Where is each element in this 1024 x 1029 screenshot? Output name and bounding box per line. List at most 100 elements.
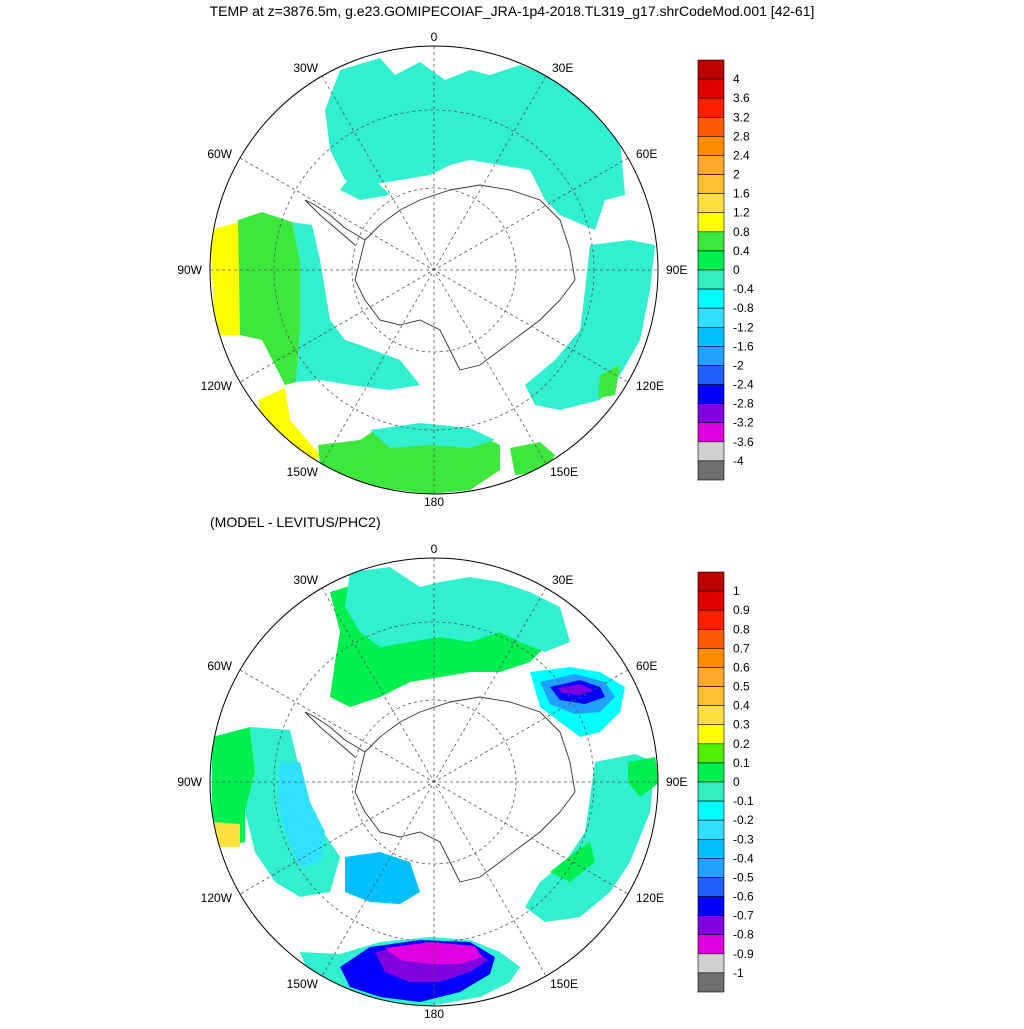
lon2-label-30w: 30W (293, 573, 318, 587)
colorbar-bottom-swatch (697, 953, 725, 974)
colorbar-top-swatch (697, 307, 725, 328)
lon2-label-90e: 90E (666, 775, 687, 789)
colorbar-bottom-swatch (697, 781, 725, 802)
field-green-west (238, 212, 300, 385)
colorbar-top-label: -1.2 (733, 320, 754, 334)
field-cyan-east (525, 240, 655, 410)
antarctic-peninsula-top (304, 199, 366, 246)
colorbar-top-label: -3.6 (733, 435, 754, 449)
colorbar-top-swatch (697, 136, 725, 156)
map-panel-difference: 0 30E 60E 90E 120E 150E 180 150W 120W 90… (0, 512, 1024, 1024)
lon2-label-30e: 30E (552, 573, 573, 587)
colorbar-bottom-label: -0.8 (733, 928, 754, 942)
colorbar-top-label: -0.4 (733, 282, 754, 296)
lon-label-90w: 90W (177, 263, 202, 277)
colorbar-bottom-swatch (697, 838, 725, 859)
lon-label-150e: 150E (550, 465, 578, 479)
field2-purple-60e (558, 684, 593, 695)
map-svg-top: 0 30E 60E 90E 120E 150E 180 150W 120W 90… (177, 30, 754, 509)
colorbar-top-label: 1.6 (733, 187, 750, 201)
lon2-label-90w: 90W (177, 775, 202, 789)
field-cyan-west (292, 222, 420, 390)
field2-green-east (550, 842, 595, 882)
colorbar-bottom-swatch (697, 724, 725, 745)
colorbar-top-label: 2.8 (733, 129, 750, 143)
field-green-150e (510, 442, 555, 475)
lon-label-120w: 120W (201, 379, 233, 393)
field-cyan-south (370, 423, 495, 448)
colorbar-top-label: 2 (733, 168, 740, 182)
map-boundary-top (209, 45, 659, 495)
map-svg-bottom: 0 30E 60E 90E 120E 150E 180 150W 120W 90… (177, 542, 754, 1021)
colorbar-top-label: 0.4 (733, 244, 750, 258)
map-boundary-bottom (209, 557, 659, 1007)
colorbar-top-swatch (697, 441, 725, 462)
colorbar-top-label: 3.2 (733, 110, 750, 124)
colorbar-top-swatch (697, 384, 725, 404)
colorbar-top-swatch (697, 212, 725, 233)
difference-subtitle: (MODEL - LEVITUS/PHC2) (210, 514, 381, 530)
colorbar-bottom-swatch (697, 762, 725, 783)
colorbar-bottom-swatch (697, 858, 725, 878)
field-cyan-atlantic-2 (340, 170, 390, 200)
colorbar-bottom-swatch (697, 743, 725, 764)
antarctica-coastline-top (354, 184, 576, 371)
colorbar-bottom-swatch (697, 609, 725, 630)
longitude-labels-top: 0 30E 60E 90E 120E 150E 180 150W 120W 90… (177, 30, 687, 509)
colorbar-bottom-swatch (697, 896, 725, 916)
field2-magenta-south (385, 942, 482, 964)
colorbar-bottom-swatch (697, 972, 725, 993)
colorbar-bottom-label: 0.4 (733, 699, 750, 713)
colorbar-top-swatch (697, 116, 725, 137)
colorbar-top-label: -2.8 (733, 397, 754, 411)
colorbar-bottom-swatch (697, 934, 725, 955)
field2-green-west (212, 727, 255, 847)
lon2-label-120e: 120E (636, 891, 664, 905)
field-yellow-120w (258, 388, 320, 470)
field2-blue-120w (345, 852, 420, 904)
colorbar-bottom-label: -0.6 (733, 890, 754, 904)
colorbar-bottom-label: -0.4 (733, 851, 754, 865)
lon-label-90e: 90E (666, 263, 687, 277)
colorbar-top-label: -0.8 (733, 301, 754, 315)
plot-title: TEMP at z=3876.5m, g.e23.GOMIPECOIAF_JRA… (209, 3, 815, 19)
colorbar-top-swatch (697, 422, 725, 443)
colorbar-top-label: 1.2 (733, 206, 750, 220)
colorbar-bottom-label: -0.3 (733, 832, 754, 846)
lon2-label-150e: 150E (550, 977, 578, 991)
colorbar-bottom-label: 0 (733, 775, 740, 789)
colorbar-top-swatch (697, 365, 725, 385)
data-fields-top (210, 58, 655, 494)
colorbar-bottom-swatch (697, 819, 725, 840)
colorbar-top-swatch (697, 460, 725, 481)
colorbar-top-swatch (697, 288, 725, 309)
colorbar-bottom-label: 0.6 (733, 660, 750, 674)
lon2-label-180: 180 (424, 1007, 444, 1021)
colorbar-bottom-swatch (697, 648, 725, 668)
colorbar-bottom-label: -0.1 (733, 794, 754, 808)
colorbar-bottom-label: -0.7 (733, 909, 754, 923)
colorbar-top-label: -2.4 (733, 378, 754, 392)
colorbar-bottom-label: -0.9 (733, 947, 754, 961)
colorbar-top-label: 2.4 (733, 148, 750, 162)
lon2-label-120w: 120W (201, 891, 233, 905)
colorbar-bottom-label: -0.2 (733, 813, 754, 827)
lon2-label-60w: 60W (207, 659, 232, 673)
colorbar-top-swatch (697, 403, 725, 424)
colorbar-bottom-swatch (697, 705, 725, 726)
field-yellow-west (210, 222, 240, 335)
colorbar-bottom-swatch (697, 915, 725, 936)
colorbar-top-label: 3.6 (733, 91, 750, 105)
colorbar-bottom-label: 0.1 (733, 756, 750, 770)
lon2-label-60e: 60E (636, 659, 657, 673)
graticule-top (210, 46, 658, 494)
colorbar-bottom-label: 0.5 (733, 680, 750, 694)
colorbar-bottom: 1 0.9 0.8 0.7 0.6 0.5 0.4 0.3 0.2 0.1 0 -0.1 -0.2 -0.… (697, 571, 754, 993)
field2-cyan-atlantic (345, 567, 570, 652)
colorbar-top-swatch (697, 193, 725, 214)
field2-yellow-west (214, 822, 240, 847)
colorbar-top-swatch (697, 231, 725, 252)
colorbar-top-label: 0 (733, 263, 740, 277)
colorbar-bottom-label: 0.7 (733, 641, 750, 655)
colorbar-top-swatch (697, 346, 725, 366)
